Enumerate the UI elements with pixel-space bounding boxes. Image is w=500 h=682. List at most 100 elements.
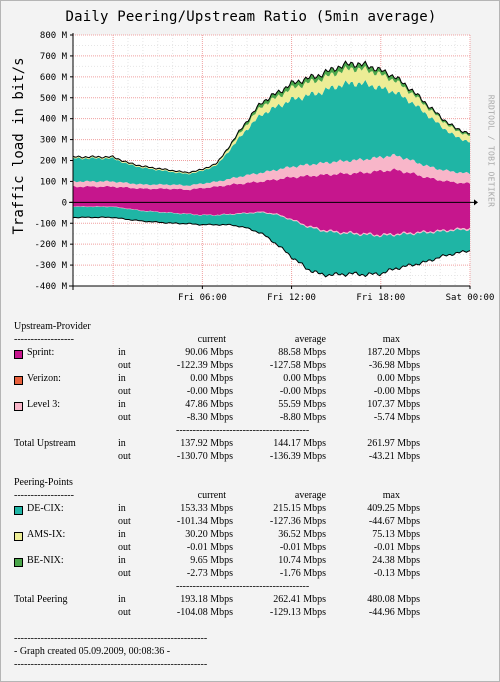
peering-heading: Peering-Points [14,477,73,488]
decix-out-current: -101.34 Mbps [176,516,233,527]
area-out-decix [73,206,470,277]
sprint-in-max: 187.20 Mbps [367,347,420,358]
amsix-out-current: -0.01 Mbps [186,542,233,553]
total-peering-out-label: out [118,607,131,618]
verizon-label: Verizon: [27,373,61,384]
total-upstream-in-current: 137.92 Mbps [180,438,233,449]
verizon-out-average: -0.00 Mbps [279,386,326,397]
peering-col-current: current [197,490,226,501]
benix-label: BE-NIX: [27,555,64,566]
sprint-out-label: out [118,360,131,371]
total-upstream-label: Total Upstream [14,438,76,449]
y-tick-label: -400 M [34,282,67,292]
amsix-label: AMS-IX: [27,529,66,540]
stack-outline-in [72,60,471,174]
amsix-in-average: 36.52 Mbps [278,529,326,540]
sprint-in-label: in [118,347,126,358]
total-peering-out-current: -104.08 Mbps [176,607,233,618]
upstream-heading: Upstream-Provider [14,321,91,332]
sprint-in-average: 88.58 Mbps [278,347,326,358]
total-peering-in-current: 193.18 Mbps [180,594,233,605]
benix-swatch [14,558,23,567]
x-axis-arrow [474,199,478,206]
y-tick-labels: 800 M 700 M 600 M 500 M 400 M 300 M 200 M 100 M… [34,31,73,292]
axes [69,33,478,290]
sprint-out-current: -122.39 Mbps [176,360,233,371]
verizon-in-max: 0.00 Mbps [377,373,420,384]
peering-col-average: average [294,490,326,501]
amsix-in-current: 30.20 Mbps [185,529,233,540]
y-tick-label: -100 M [34,219,67,229]
stack-outline-out [72,216,471,278]
area-out-sprint [73,202,470,237]
total-peering-in-average: 262.41 Mbps [273,594,326,605]
decix-in-label: in [118,503,126,514]
chart-title: Daily Peering/Upstream Ratio (5min avera… [65,9,437,25]
x-tick-label: Fri 18:00 [356,293,405,303]
y-tick-label: 200 M [40,157,68,167]
y-tick-label: 700 M [40,52,68,62]
total-upstream-in-max: 261.97 Mbps [367,438,420,449]
decix-in-average: 215.15 Mbps [273,503,326,514]
level3-swatch [14,402,23,411]
benix-in-label: in [118,555,126,566]
verizon-out-current: -0.00 Mbps [186,386,233,397]
verizon-out-label: out [118,386,131,397]
decix-out-label: out [118,516,131,527]
benix-out-max: -0.13 Mbps [373,568,420,579]
level3-label: Level 3: [27,399,61,410]
total-peering-out-max: -44.96 Mbps [368,607,420,618]
x-tick-label: Fri 12:00 [267,293,316,303]
benix-in-current: 9.65 Mbps [190,555,233,566]
decix-in-current: 153.33 Mbps [180,503,233,514]
decix-out-average: -127.36 Mbps [269,516,326,527]
sprint-in-current: 90.06 Mbps [185,347,233,358]
y-tick-label: 300 M [40,136,68,146]
verizon-swatch [14,376,23,385]
y-tick-label: 400 M [40,115,68,125]
amsix-out-max: -0.01 Mbps [373,542,420,553]
peering-rule: ------------------ [14,490,74,501]
total-upstream-out-current: -130.70 Mbps [176,451,233,462]
total-upstream-out-average: -136.39 Mbps [269,451,326,462]
total-upstream-in-average: 144.17 Mbps [273,438,326,449]
total-upstream-out-max: -43.21 Mbps [368,451,420,462]
benix-in-max: 24.38 Mbps [372,555,420,566]
level3-in-max: 107.37 Mbps [367,399,420,410]
total-upstream-in-label: in [118,438,126,449]
upstream-col-current: current [197,334,226,345]
footer-rule-top: ----------------------------------------… [14,633,208,644]
upstream-col-average: average [294,334,326,345]
amsix-in-label: in [118,529,126,540]
verizon-in-average: 0.00 Mbps [283,373,326,384]
sprint-label: Sprint: [27,347,55,358]
x-tick-labels: Fri 06:00 Fri 12:00 Fri 18:00 Sat 00:00 [178,286,494,303]
total-peering-in-label: in [118,594,126,605]
level3-out-max: -5.74 Mbps [373,412,420,423]
x-tick-label: Fri 06:00 [178,293,227,303]
total-peering-in-max: 480.08 Mbps [367,594,420,605]
level3-out-average: -8.80 Mbps [279,412,326,423]
verizon-out-max: -0.00 Mbps [373,386,420,397]
footer-rule-bottom: ----------------------------------------… [14,659,208,670]
total-peering-out-average: -129.13 Mbps [269,607,326,618]
amsix-out-label: out [118,542,131,553]
upstream-rule: ------------------ [14,334,74,345]
y-tick-label: 500 M [40,94,68,104]
peering-col-max: max [382,490,400,501]
graph-created-text: - Graph created 05.09.2009, 00:08:36 - [14,646,171,657]
total-peering-label: Total Peering [14,594,68,605]
decix-in-max: 409.25 Mbps [367,503,420,514]
peering-separator: ---------------------------------------- [176,581,310,592]
decix-swatch [14,506,23,515]
y-tick-label: -300 M [34,261,67,271]
benix-out-current: -2.73 Mbps [186,568,233,579]
y-tick-label: 800 M [40,31,68,41]
y-tick-label: -200 M [34,240,67,250]
area-in-level3 [73,153,470,191]
benix-out-label: out [118,568,131,579]
area-in-decix [73,79,470,186]
x-tick-label: Sat 00:00 [446,293,495,303]
